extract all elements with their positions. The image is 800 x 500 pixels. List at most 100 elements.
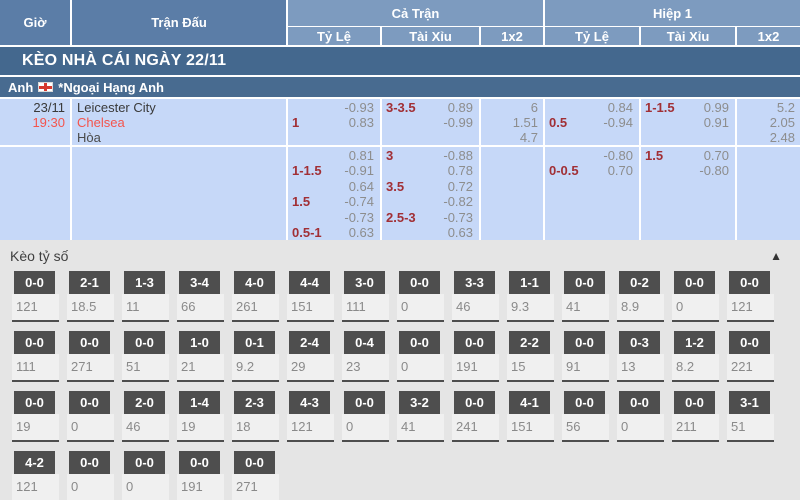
odds-value[interactable]: 0.81 [348,148,374,163]
odds-rows: 23/11 19:30 Leicester City Chelsea Hòa -0.93 1… [0,99,800,240]
score-tile[interactable]: 0-0 121 [727,271,774,322]
score-tile[interactable]: 0-0 0 [122,451,169,500]
odds-value[interactable]: 2.48 [769,130,795,145]
score-odds-value: 111 [12,354,59,382]
odds-value[interactable]: 0.70 [703,148,729,163]
odds-value[interactable]: 0.64 [348,179,374,194]
score-tile[interactable]: 0-0 241 [452,391,499,442]
odds-value[interactable]: -0.80 [699,163,729,178]
score-tile[interactable]: 0-4 23 [342,331,389,382]
score-tile[interactable]: 3-3 46 [452,271,499,322]
score-tile[interactable]: 0-0 91 [562,331,609,382]
score-tile[interactable]: 4-4 151 [287,271,334,322]
score-tile[interactable]: 0-0 221 [727,331,774,382]
score-tile[interactable]: 1-4 19 [177,391,224,442]
score-tile[interactable]: 0-0 0 [617,391,664,442]
score-tile[interactable]: 4-1 151 [507,391,554,442]
odds-value[interactable]: 0.99 [703,100,729,115]
score-tile[interactable]: 2-3 18 [232,391,279,442]
score-tile[interactable]: 0-0 0 [672,271,719,322]
score-tile[interactable]: 0-0 191 [452,331,499,382]
score-tile[interactable]: 2-2 15 [507,331,554,382]
score-tile[interactable]: 0-3 13 [617,331,664,382]
handicap-value: 3.5 [386,179,405,194]
odds-value[interactable]: 4.7 [519,130,538,145]
score-tile[interactable]: 1-3 11 [122,271,169,322]
odds-value[interactable]: 0.89 [447,100,473,115]
score-tile[interactable]: 1-1 9.3 [507,271,554,322]
score-odds-value: 51 [122,354,169,382]
odds-value[interactable]: -0.99 [443,115,473,130]
score-tile[interactable]: 0-0 56 [562,391,609,442]
odds-value[interactable]: -0.80 [603,148,633,163]
odds-value[interactable]: -0.88 [443,148,473,163]
score-odds-value: 18 [232,414,279,442]
score-tile[interactable]: 0-0 111 [12,331,59,382]
odds-value[interactable]: 0.91 [703,115,729,130]
score-tile[interactable]: 4-0 261 [232,271,279,322]
odds-value[interactable]: 6 [530,100,538,115]
score-tile[interactable]: 2-0 46 [122,391,169,442]
odds-value[interactable]: 0.84 [607,100,633,115]
score-tile[interactable]: 3-4 66 [177,271,224,322]
odds-value[interactable]: -0.91 [344,163,374,178]
score-label: 0-0 [399,331,440,354]
odds-value[interactable]: -0.93 [344,100,374,115]
score-tile[interactable]: 0-0 19 [12,391,59,442]
score-label: 2-3 [234,391,275,414]
odds-value[interactable]: -0.82 [443,194,473,209]
score-tile[interactable]: 0-0 271 [67,331,114,382]
odds-value[interactable]: 1.51 [512,115,538,130]
score-label: 0-0 [564,271,605,294]
odds-value[interactable]: 0.83 [348,115,374,130]
collapse-section-button[interactable]: ▲ [770,249,782,263]
score-tile[interactable]: 0-0 121 [12,271,59,322]
odds-value[interactable]: 0.70 [607,163,633,178]
score-tile[interactable]: 2-1 18.5 [67,271,114,322]
odds-cell-h1-overunder: 1.5 0.70 -0.80 [641,147,735,178]
score-tile[interactable]: 1-2 8.2 [672,331,719,382]
score-tile[interactable]: 0-0 191 [177,451,224,500]
odds-line: -0.82 [386,194,473,209]
odds-value[interactable]: 2.05 [769,115,795,130]
handicap-value: 2.5-3 [386,210,416,225]
score-tile[interactable]: 4-3 121 [287,391,334,442]
score-tile[interactable]: 3-2 41 [397,391,444,442]
odds-line: 1-1.5 0.99 [645,100,729,115]
odds-value[interactable]: -0.94 [603,115,633,130]
column-header-match: Trận Đấu [72,0,286,45]
odds-value[interactable]: -0.73 [443,210,473,225]
score-tile[interactable]: 3-0 111 [342,271,389,322]
match-time-cell: 23/11 19:30 [0,99,70,145]
league-row[interactable]: Anh *Ngoại Hạng Anh [0,77,800,97]
odds-value[interactable]: 0.72 [447,179,473,194]
score-label: 0-0 [674,391,715,414]
odds-line: -0.80 [645,163,729,178]
score-tile[interactable]: 0-0 0 [397,331,444,382]
score-tile[interactable]: 4-2 121 [12,451,59,500]
score-tile[interactable]: 1-0 21 [177,331,224,382]
score-tile[interactable]: 0-0 41 [562,271,609,322]
score-tile[interactable]: 0-0 271 [232,451,279,500]
odds-value[interactable]: 0.78 [447,163,473,178]
score-tile[interactable]: 0-0 211 [672,391,719,442]
odds-value[interactable]: 0.63 [447,225,473,240]
odds-value[interactable]: 0.63 [348,225,374,240]
score-tile[interactable]: 0-0 51 [122,331,169,382]
score-label: 0-0 [179,451,220,474]
odds-cell-ft-handicap: -0.93 1 0.83 [288,99,380,145]
odds-value[interactable]: 5.2 [776,100,795,115]
score-tile[interactable]: 2-4 29 [287,331,334,382]
score-tile[interactable]: 0-0 0 [397,271,444,322]
score-tile[interactable]: 0-0 0 [67,391,114,442]
odds-value[interactable]: -0.74 [344,194,374,209]
score-tile[interactable]: 0-0 0 [67,451,114,500]
score-tile[interactable]: 0-2 8.9 [617,271,664,322]
odds-cell-h1-handicap: -0.80 0-0.5 0.70 [545,147,639,178]
score-odds-value: 19 [177,414,224,442]
score-tile[interactable]: 0-1 9.2 [232,331,279,382]
odds-value[interactable]: -0.73 [344,210,374,225]
odds-line: -0.80 [549,148,633,163]
score-tile[interactable]: 3-1 51 [727,391,774,442]
score-tile[interactable]: 0-0 0 [342,391,389,442]
